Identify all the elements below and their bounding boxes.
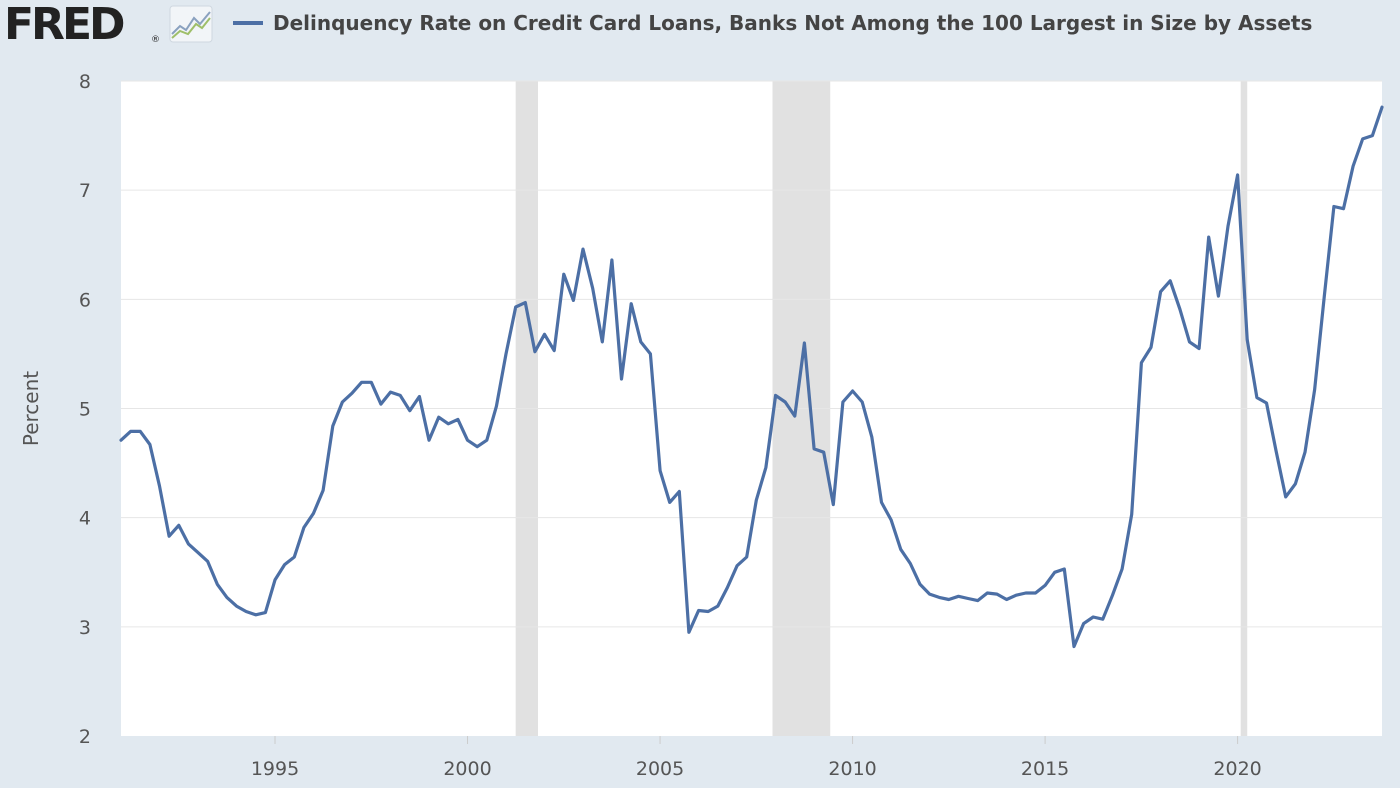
legend-swatch: [233, 21, 263, 25]
gridlines: [121, 80, 1382, 628]
fred-logo[interactable]: FRED: [4, 0, 126, 50]
y-axis-title: Percent: [19, 371, 43, 446]
y-tick-label: 2: [79, 726, 91, 748]
x-tick-label: 1995: [251, 758, 299, 780]
y-tick-label: 3: [79, 617, 91, 639]
y-tick-label: 5: [79, 399, 91, 421]
line-chart-icon: [169, 5, 213, 43]
series-title: Delinquency Rate on Credit Card Loans, B…: [273, 11, 1313, 35]
x-tick-label: 2010: [828, 758, 876, 780]
x-tick-label: 2020: [1213, 758, 1261, 780]
x-tick-label: 2005: [636, 758, 684, 780]
y-tick-label: 8: [79, 71, 91, 93]
y-tick-label: 4: [79, 508, 91, 530]
x-tick-label: 2000: [443, 758, 491, 780]
y-tick-label: 7: [79, 180, 91, 202]
x-axis-ticks: 1995 2000 2005 2010 2015 2020: [251, 736, 1262, 780]
x-tick-label: 2015: [1021, 758, 1069, 780]
y-tick-label: 6: [79, 289, 91, 311]
series-line: [119, 105, 1384, 649]
registered-mark: ®: [151, 35, 160, 45]
series-layer: [119, 105, 1384, 649]
y-axis-ticks: 2 3 4 5 6 7 8: [79, 71, 91, 748]
chart-header: FRED ® Delinquency Rate on Credit Card L…: [0, 0, 1400, 52]
